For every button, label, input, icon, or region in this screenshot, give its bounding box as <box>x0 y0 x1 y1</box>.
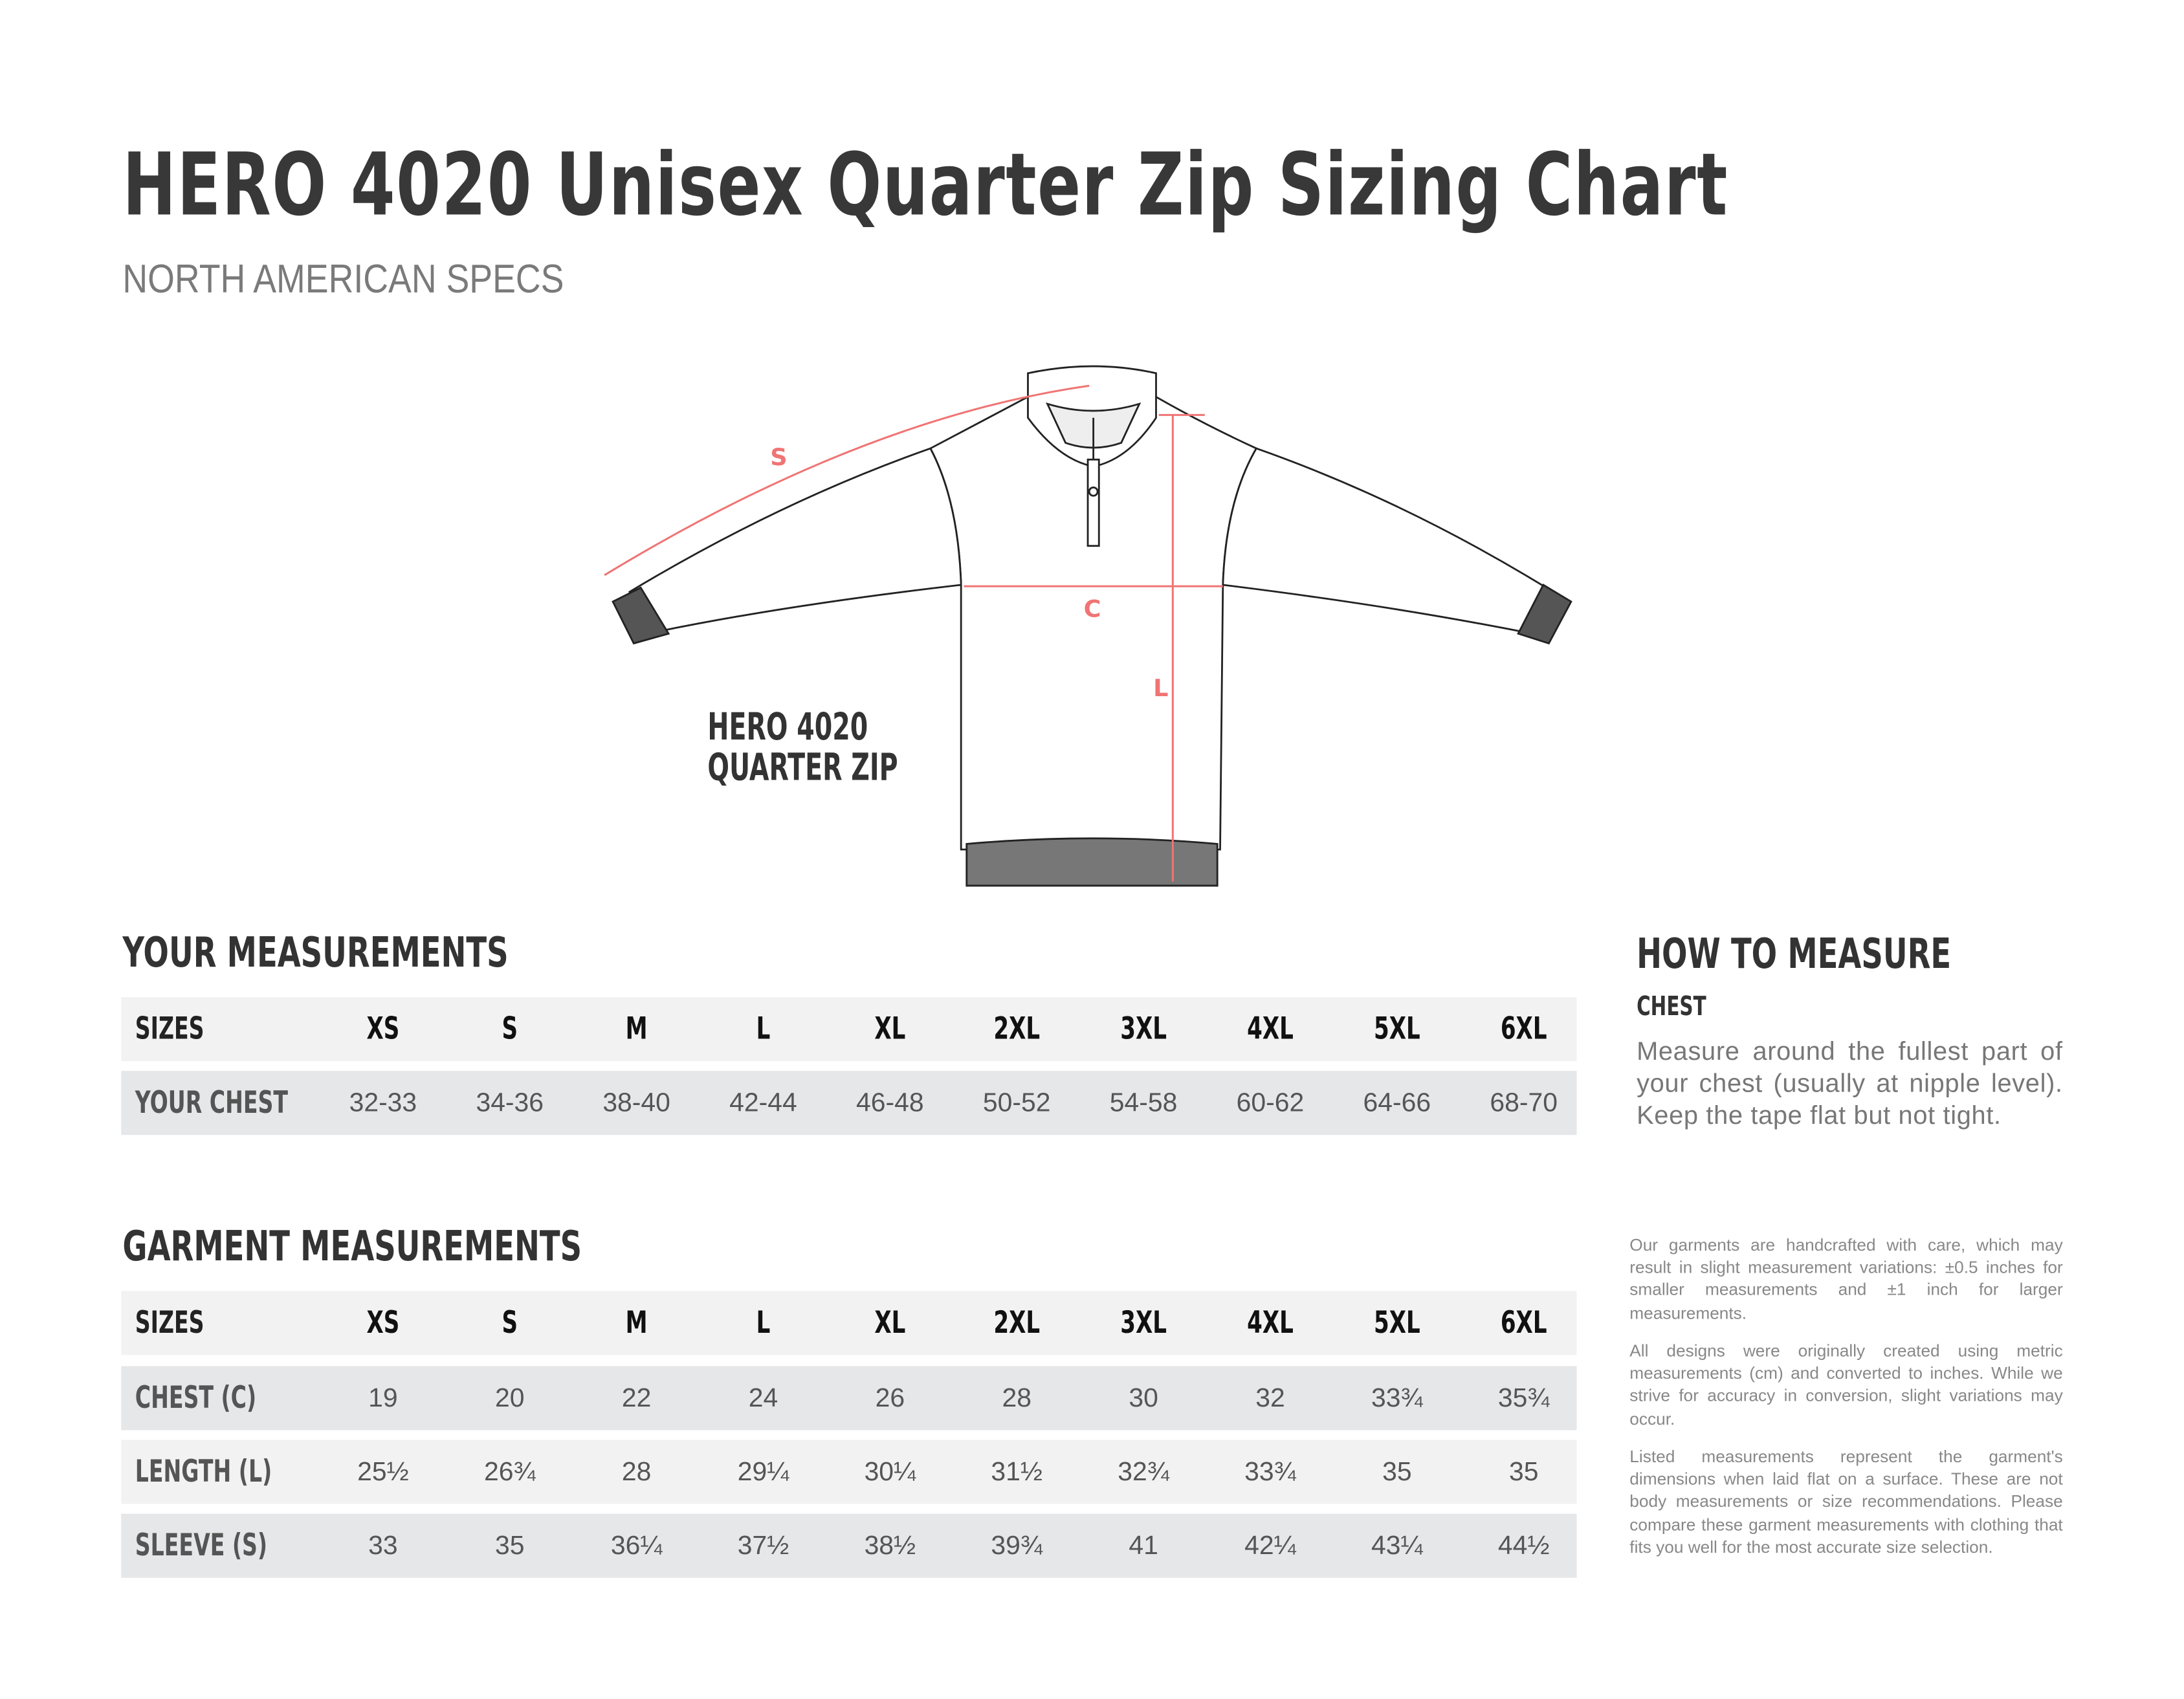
size-header-cell: M <box>625 1306 648 1341</box>
table-cell: 44½ <box>1497 1531 1550 1561</box>
table-cell: 46-48 <box>856 1089 924 1119</box>
table-cell: 35 <box>1382 1458 1412 1487</box>
length-marker: L <box>1153 674 1168 702</box>
table-cell: 19 <box>368 1384 398 1414</box>
size-header-cell: S <box>502 1012 518 1047</box>
table-cell: 33¾ <box>1371 1384 1423 1414</box>
quarter-zip-drawing <box>612 365 1572 887</box>
size-header-cell: 6XL <box>1500 1306 1547 1341</box>
table-cell: 35¾ <box>1497 1384 1550 1414</box>
measurement-lines <box>604 384 1223 882</box>
garment-diagram: S C L <box>604 365 1572 887</box>
table-cell: 32¾ <box>1118 1458 1169 1487</box>
table-cell: 41 <box>1129 1531 1158 1561</box>
header-label: SIZES <box>135 1012 204 1047</box>
table-cell: 25½ <box>357 1458 409 1487</box>
size-header-cell: XL <box>874 1012 906 1047</box>
page-subtitle: NORTH AMERICAN SPECS <box>122 258 564 303</box>
table-cell: 39¾ <box>991 1531 1043 1561</box>
size-header-cell: XS <box>366 1306 400 1341</box>
size-header-cell: S <box>502 1306 518 1341</box>
table-cell: 20 <box>495 1384 525 1414</box>
table-cell: 35 <box>1508 1458 1539 1487</box>
how-to-measure-chest-text: Measure around the fullest part of your … <box>1637 1036 2063 1130</box>
table-cell: 60-62 <box>1236 1089 1305 1119</box>
product-label: HERO 4020 QUARTER ZIP <box>707 707 898 788</box>
table-cell: 42-44 <box>729 1089 797 1119</box>
table-cell: 30¼ <box>864 1458 916 1487</box>
table-cell: 36¼ <box>610 1531 663 1561</box>
page-title: HERO 4020 Unisex Quarter Zip Sizing Char… <box>122 133 1728 236</box>
size-header-cell: 6XL <box>1500 1012 1547 1047</box>
table-cell: 37½ <box>737 1531 789 1561</box>
product-label-line1: HERO 4020 <box>707 706 868 749</box>
note-variation: Our garments are handcrafted with care, … <box>1629 1235 2063 1322</box>
table-cell: 33¾ <box>1244 1458 1296 1487</box>
table-row: CHEST (C) 19 20 22 24 26 28 30 32 33¾ 35¾ <box>121 1366 1577 1430</box>
table-cell: 50-52 <box>982 1089 1051 1119</box>
table-cell: 28 <box>1002 1384 1031 1414</box>
size-header-cell: XL <box>874 1306 906 1341</box>
table-cell: 64-66 <box>1363 1089 1431 1119</box>
sleeve-marker: S <box>770 443 787 471</box>
row-label: SLEEVE (S) <box>135 1529 268 1564</box>
garment-measurements-title: GARMENT MEASUREMENTS <box>122 1222 582 1272</box>
size-header-cell: 5XL <box>1373 1306 1420 1341</box>
table-cell: 68-70 <box>1490 1089 1558 1119</box>
product-label-line2: QUARTER ZIP <box>707 746 898 790</box>
table-row: YOUR CHEST 32-33 34-36 38-40 42-44 46-48 50-52… <box>121 1071 1577 1135</box>
size-header-cell: 5XL <box>1373 1012 1420 1047</box>
table-cell: 26 <box>875 1384 905 1414</box>
table-cell: 31½ <box>991 1458 1043 1487</box>
row-label: CHEST (C) <box>135 1381 257 1416</box>
table-cell: 32-33 <box>349 1089 417 1119</box>
sleeve-measure-line <box>604 384 1090 576</box>
table-header-row: SIZES XS S M L XL 2XL 3XL 4XL 5XL 6XL <box>121 997 1577 1062</box>
table-header-row: SIZES XS S M L XL 2XL 3XL 4XL 5XL 6XL <box>121 1291 1577 1355</box>
table-cell: 28 <box>621 1458 652 1487</box>
table-cell: 24 <box>748 1384 778 1414</box>
table-cell: 30 <box>1129 1384 1158 1414</box>
your-measurements-title: YOUR MEASUREMENTS <box>122 928 509 978</box>
size-header-cell: XS <box>366 1012 400 1047</box>
size-header-cell: 2XL <box>993 1012 1041 1047</box>
table-row: LENGTH (L) 25½ 26¾ 28 29¼ 30¼ 31½ 32¾ 33¾ 35 35 <box>121 1440 1577 1504</box>
table-cell: 22 <box>621 1384 652 1414</box>
header-label: SIZES <box>135 1306 204 1341</box>
table-cell: 42¼ <box>1244 1531 1296 1561</box>
how-to-measure-chest-label: CHEST <box>1637 991 1706 1022</box>
size-header-cell: L <box>756 1012 771 1047</box>
table-cell: 38-40 <box>602 1089 670 1119</box>
table-cell: 33 <box>368 1531 398 1561</box>
table-cell: 38½ <box>864 1531 916 1561</box>
chest-marker: C <box>1084 595 1101 623</box>
row-label: YOUR CHEST <box>135 1086 288 1121</box>
table-cell: 43¼ <box>1371 1531 1423 1561</box>
size-header-cell: 4XL <box>1247 1306 1294 1341</box>
size-header-cell: L <box>756 1306 771 1341</box>
table-row: SLEEVE (S) 33 35 36¼ 37½ 38½ 39¾ 41 42¼ 43¼ 44½ <box>121 1513 1577 1578</box>
table-cell: 34-36 <box>476 1089 544 1119</box>
size-header-cell: 4XL <box>1247 1012 1294 1047</box>
size-header-cell: 3XL <box>1120 1306 1167 1341</box>
table-cell: 35 <box>495 1531 525 1561</box>
note-flat-measure: Listed measurements represent the garmen… <box>1629 1447 2063 1557</box>
table-cell: 29¼ <box>737 1458 789 1487</box>
table-cell: 32 <box>1255 1384 1285 1414</box>
size-header-cell: 3XL <box>1120 1012 1167 1047</box>
table-cell: 54-58 <box>1109 1089 1178 1119</box>
row-label: LENGTH (L) <box>135 1455 272 1491</box>
size-header-cell: 2XL <box>993 1306 1041 1341</box>
table-cell: 26¾ <box>483 1458 536 1487</box>
size-header-cell: M <box>625 1012 648 1047</box>
note-metric: All designs were originally created usin… <box>1629 1341 2063 1429</box>
how-to-measure-title: HOW TO MEASURE <box>1637 930 1952 980</box>
